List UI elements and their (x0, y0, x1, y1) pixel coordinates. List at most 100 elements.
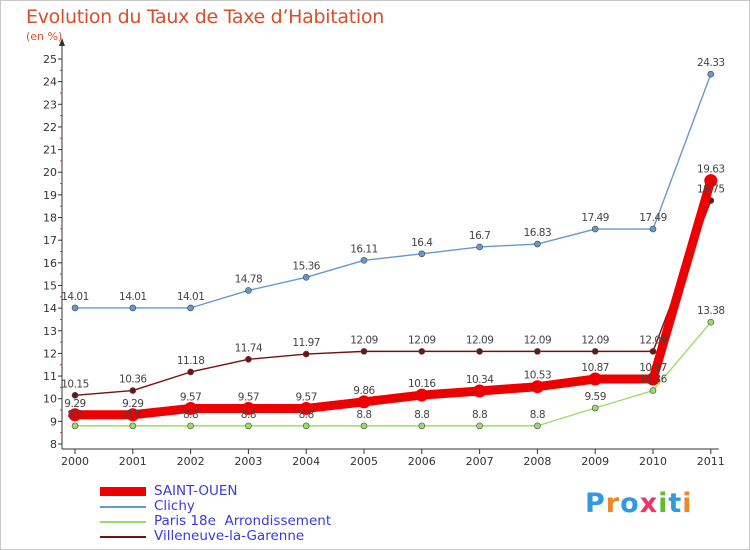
proxiti-logo: Proxiti (585, 488, 693, 519)
data-point (299, 401, 313, 415)
legend-swatch (100, 487, 146, 496)
y-tick-label: 21 (43, 144, 57, 157)
x-tick-label: 2002 (177, 455, 205, 468)
series-line (70, 176, 716, 420)
data-label: 12.09 (350, 334, 378, 346)
data-point (415, 388, 429, 402)
data-label: 16.11 (350, 243, 378, 255)
logo-letter: P (585, 488, 606, 519)
logo-letter: o (620, 488, 640, 519)
x-tick-label: 2006 (408, 455, 436, 468)
data-label: 8.8 (414, 409, 429, 421)
data-point (360, 257, 368, 264)
data-label: 8.8 (299, 409, 314, 421)
data-label: 9.57 (296, 391, 317, 403)
data-point (68, 408, 82, 422)
data-label: 15.36 (292, 260, 320, 272)
data-point (591, 225, 599, 233)
y-tick-label: 22 (43, 121, 57, 134)
series-villeneuve-la-garenne (71, 197, 715, 399)
data-label: 16.4 (411, 237, 433, 249)
data-point (534, 348, 541, 355)
data-label: 9.57 (180, 391, 201, 403)
x-tick-label: 2000 (61, 455, 89, 468)
data-point (418, 250, 426, 258)
data-point (534, 422, 541, 430)
chart-legend: SAINT-OUEN Clichy Paris 18e Arrondissement… (100, 484, 331, 544)
data-point (534, 240, 541, 248)
data-point (129, 387, 137, 394)
data-point (418, 348, 426, 355)
series-line (74, 321, 712, 427)
data-label: 11.74 (235, 342, 263, 354)
data-point (71, 422, 79, 430)
data-point (649, 348, 657, 355)
data-point (707, 70, 715, 78)
data-point (245, 355, 252, 363)
data-point (126, 408, 140, 422)
data-label: 8.8 (356, 409, 371, 421)
data-point (187, 304, 194, 312)
series-clichy (71, 70, 715, 312)
data-point (71, 392, 79, 399)
data-label: 12.09 (639, 334, 667, 346)
legend-swatch (100, 520, 146, 523)
legend-swatch (100, 535, 146, 538)
data-point (476, 243, 483, 251)
x-tick-label: 2011 (697, 455, 725, 468)
legend-label: Villeneuve-la-Garenne (154, 528, 305, 544)
y-axis-arrow (59, 38, 65, 46)
y-tick-label: 20 (43, 166, 57, 179)
x-tick-label: 2003 (234, 455, 262, 468)
data-point (646, 372, 660, 386)
data-label: 8.8 (530, 409, 545, 421)
data-point (245, 422, 252, 430)
data-label: 17.49 (639, 212, 667, 224)
data-label: 10.53 (524, 370, 552, 382)
data-point (649, 225, 657, 233)
data-point (649, 387, 657, 394)
y-tick-label: 14 (43, 302, 57, 315)
data-label: 17.49 (581, 212, 609, 224)
data-label: 8.8 (125, 409, 140, 421)
y-tick-label: 18 (43, 212, 57, 225)
legend-label: Clichy (154, 498, 195, 514)
data-point (418, 422, 426, 430)
data-point (476, 422, 483, 430)
data-label: 18.75 (697, 184, 725, 196)
data-point (302, 274, 310, 281)
data-label: 9.29 (122, 398, 143, 410)
data-point (591, 348, 599, 355)
data-label: 14.01 (61, 291, 89, 303)
data-point (473, 384, 487, 398)
y-tick-label: 8 (50, 438, 57, 451)
y-tick-label: 19 (43, 189, 57, 202)
data-point (245, 287, 252, 294)
x-tick-label: 2008 (523, 455, 551, 468)
legend-swatch (100, 505, 146, 508)
data-label: 9.59 (585, 391, 606, 403)
y-tick-label: 24 (43, 76, 57, 89)
x-tick-label: 2005 (350, 455, 378, 468)
data-point (302, 422, 310, 430)
series-line (74, 73, 712, 309)
legend-label: SAINT-OUEN (154, 483, 238, 499)
data-label: 12.09 (581, 334, 609, 346)
data-point (476, 348, 483, 355)
data-label: 14.78 (235, 273, 263, 285)
logo-letter: t (668, 488, 683, 519)
data-label: 12.09 (524, 334, 552, 346)
data-label: 10.34 (466, 374, 494, 386)
x-tick-label: 2010 (639, 455, 667, 468)
logo-letter: i (658, 488, 669, 519)
y-tick-label: 16 (43, 257, 57, 270)
data-label: 9.86 (353, 385, 375, 397)
data-point (591, 404, 599, 412)
legend-label: Paris 18e Arrondissement (154, 513, 332, 529)
data-label: 14.01 (119, 291, 147, 303)
logo-letter: r (605, 488, 621, 519)
data-label: 9.57 (238, 391, 259, 403)
data-point (302, 350, 310, 358)
data-label: 10.16 (408, 378, 436, 390)
